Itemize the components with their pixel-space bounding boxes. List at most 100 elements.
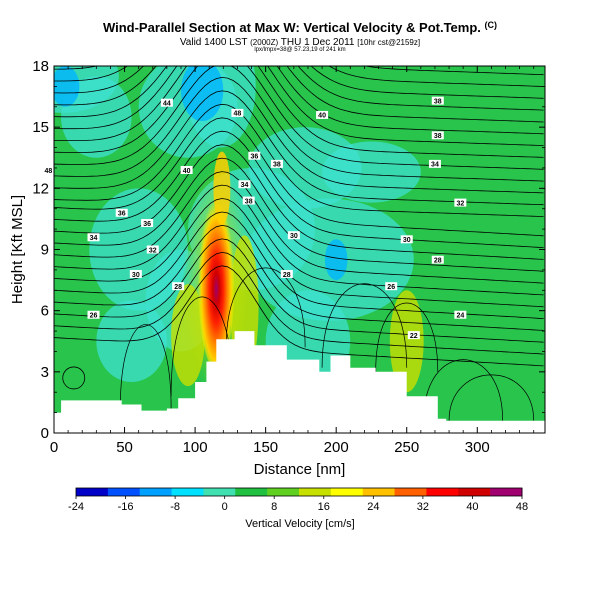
colorbar-segment (171, 488, 204, 496)
contour-label-box (146, 245, 159, 254)
y-tick-label: 3 (41, 364, 49, 381)
contour-label-box (431, 255, 444, 264)
theta-contour-line (54, 76, 544, 194)
colorbar-segment (107, 488, 141, 496)
contour-label: 34 (431, 162, 439, 169)
colorbar-tick-label: 16 (318, 501, 330, 513)
theta-contour-line (54, 66, 544, 99)
contour-label: 38 (434, 133, 442, 140)
contour-label-box (129, 269, 142, 278)
contour-label: 38 (273, 162, 281, 169)
contour-label: 34 (90, 235, 98, 242)
theta-contour-line (54, 130, 544, 248)
colorbar: -24 -16 -8 0 8 16 24 32 40 48 Vertical Velocity [c… (68, 487, 528, 530)
colorbar-segment (490, 488, 523, 496)
contour-label: 36 (118, 211, 126, 218)
contour-label-box (454, 310, 467, 319)
theta-contour-line (54, 157, 544, 272)
theta-contour-line (47, 56, 544, 63)
colorbar-segment (203, 488, 236, 496)
colorbar-segment (139, 488, 173, 496)
theta-contour-line (54, 66, 544, 146)
contour-label: 38 (434, 98, 442, 105)
theta-contour-line (54, 184, 544, 296)
contour-label-box (248, 151, 261, 160)
x-tick-label: 250 (394, 439, 419, 456)
contour-label-box (454, 198, 467, 207)
colorbar-segment (330, 488, 364, 496)
theta-contour-line (423, 359, 504, 421)
contour-label: 22 (410, 333, 418, 340)
downdraft-area (96, 300, 167, 383)
theta-contour-line (54, 66, 544, 182)
y-tick-label: 0 (41, 425, 49, 442)
colorbar-tick-label: 32 (417, 501, 429, 513)
y-tick-label: 18 (32, 58, 49, 75)
theta-contour-line (54, 198, 544, 308)
theta-contour-line (54, 117, 544, 237)
colorbar-segment (267, 488, 300, 496)
contour-label-box (287, 231, 300, 240)
contour-label-box (160, 98, 173, 107)
y-tick-label: 6 (41, 303, 49, 320)
contour-label-box (87, 233, 100, 242)
theta-contour-line (225, 267, 306, 348)
contour-label-box (87, 310, 100, 319)
contour-label-box (231, 108, 244, 117)
theta-contour-line (54, 66, 544, 158)
colorbar-label: Vertical Velocity [cm/s] (245, 518, 354, 530)
theta-contour-line (54, 66, 544, 135)
colorbar-segment (362, 488, 396, 496)
updraft-area (389, 290, 424, 393)
contour-label: 36 (250, 154, 258, 161)
theta-contour-line (54, 66, 544, 123)
contour-label-box (407, 331, 420, 340)
grid-info-line: lpx/lmpx=38@ 57.23,19 of 241 km (254, 47, 346, 53)
theta-contour-line (321, 283, 408, 368)
colorbar-tick-label: -24 (68, 501, 84, 513)
valid-time-line: Valid 1400 LST (2000Z) THU 1 Dec 2011 [1… (179, 37, 421, 48)
theta-contour-line (54, 251, 544, 355)
colorbar-segment (394, 488, 427, 496)
x-tick-label: 0 (50, 439, 58, 456)
contour-label: 30 (290, 233, 298, 240)
contour-label-box (172, 282, 185, 291)
contour-label-box (180, 165, 193, 174)
contour-label-box (400, 235, 413, 244)
contour-label: 32 (149, 247, 157, 254)
contour-label: 28 (174, 284, 182, 291)
theta-contour-line (54, 144, 544, 260)
contour-label: 28 (434, 257, 442, 264)
colorbar-segment (299, 488, 332, 496)
theta-contour-line (119, 324, 172, 409)
terrain-fill (54, 331, 545, 433)
contour-label-box (280, 269, 293, 278)
contour-label-box (431, 131, 444, 140)
downdraft-area (248, 127, 362, 209)
theta-contour-line (363, 66, 544, 76)
theta-contour-line (448, 374, 535, 421)
contour-label-box (42, 165, 55, 174)
x-axis-label: Distance [nm] (254, 461, 346, 478)
updraft-top (213, 151, 231, 226)
contour-label: 40 (318, 113, 326, 120)
theta-contour-line (54, 66, 544, 170)
theta-contour-line (54, 224, 544, 331)
colorbar-segment (235, 488, 268, 496)
colorbar-tick-label: 40 (466, 501, 478, 513)
contour-label-box (428, 159, 441, 168)
contour-label: 36 (143, 221, 151, 228)
y-axis-label: Height [Kft MSL] (9, 195, 26, 304)
y-tick-label: 15 (32, 119, 49, 136)
theta-contour-line (54, 66, 544, 87)
contour-label: 26 (387, 284, 395, 291)
contour-label: 24 (456, 313, 464, 320)
contour-label-box (270, 159, 283, 168)
theta-contour-line (62, 366, 86, 390)
colorbar-tick-label: 0 (222, 501, 228, 513)
theta-contour-line (54, 66, 544, 111)
downdraft-core (180, 66, 224, 122)
contour-label: 48 (44, 168, 52, 175)
